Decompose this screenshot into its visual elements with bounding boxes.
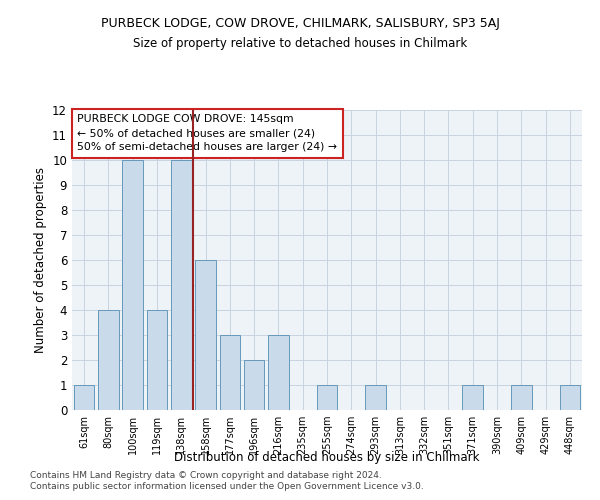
Bar bbox=[122, 160, 143, 410]
Text: Size of property relative to detached houses in Chilmark: Size of property relative to detached ho… bbox=[133, 38, 467, 51]
Bar bbox=[268, 335, 289, 410]
Bar bbox=[98, 310, 119, 410]
Bar bbox=[171, 160, 191, 410]
Bar bbox=[317, 385, 337, 410]
Bar bbox=[560, 385, 580, 410]
Bar bbox=[195, 260, 216, 410]
Bar bbox=[365, 385, 386, 410]
Text: PURBECK LODGE COW DROVE: 145sqm
← 50% of detached houses are smaller (24)
50% of: PURBECK LODGE COW DROVE: 145sqm ← 50% of… bbox=[77, 114, 337, 152]
Bar bbox=[511, 385, 532, 410]
Text: PURBECK LODGE, COW DROVE, CHILMARK, SALISBURY, SP3 5AJ: PURBECK LODGE, COW DROVE, CHILMARK, SALI… bbox=[101, 18, 499, 30]
Bar bbox=[244, 360, 265, 410]
Text: Contains HM Land Registry data © Crown copyright and database right 2024.: Contains HM Land Registry data © Crown c… bbox=[30, 470, 382, 480]
Y-axis label: Number of detached properties: Number of detached properties bbox=[34, 167, 47, 353]
Bar bbox=[146, 310, 167, 410]
Bar bbox=[74, 385, 94, 410]
Text: Distribution of detached houses by size in Chilmark: Distribution of detached houses by size … bbox=[174, 451, 480, 464]
Bar bbox=[220, 335, 240, 410]
Text: Contains public sector information licensed under the Open Government Licence v3: Contains public sector information licen… bbox=[30, 482, 424, 491]
Bar bbox=[463, 385, 483, 410]
